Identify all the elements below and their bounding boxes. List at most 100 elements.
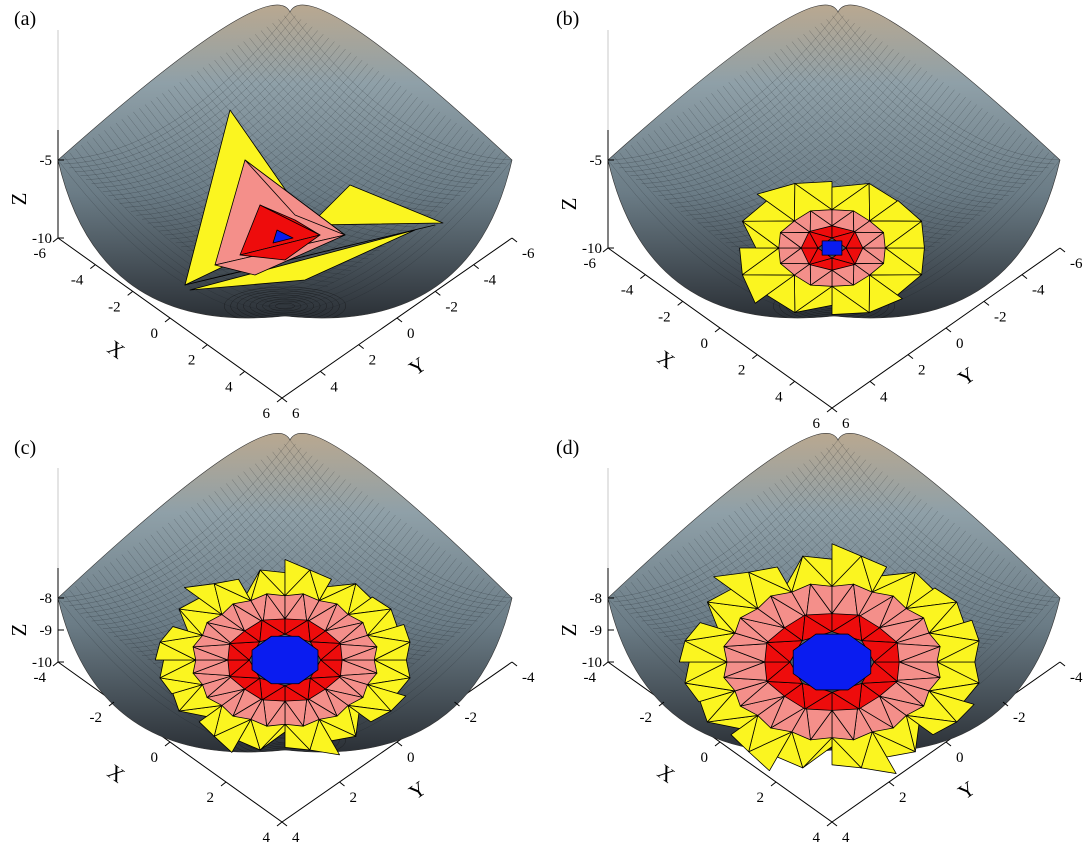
y-tick-label: -2 bbox=[465, 710, 478, 726]
y-axis-label: Y bbox=[953, 362, 979, 390]
z-axis-label: Z bbox=[557, 198, 581, 211]
mesh-triangle bbox=[936, 640, 980, 663]
y-tick-label: -6 bbox=[1070, 256, 1083, 272]
mesh-triangle bbox=[748, 566, 793, 593]
mesh-triangle bbox=[862, 232, 886, 249]
x-tick-label: 2 bbox=[188, 353, 196, 369]
x-tick-label: -4 bbox=[584, 670, 597, 686]
z-tick-label: -9 bbox=[40, 623, 53, 639]
x-tick-label: 2 bbox=[738, 363, 746, 379]
z-tick-label: -9 bbox=[590, 623, 603, 639]
x-axis-label: X bbox=[103, 335, 129, 363]
z-tick-label: -8 bbox=[40, 591, 53, 607]
mesh-triangle bbox=[831, 737, 862, 769]
x-tick-label: 4 bbox=[813, 830, 821, 846]
mesh-triangle bbox=[373, 641, 411, 661]
z-tick-label: -5 bbox=[40, 153, 53, 169]
x-tick-label: 0 bbox=[151, 750, 159, 766]
panel-label: (a) bbox=[14, 8, 37, 30]
x-tick-label: -2 bbox=[90, 710, 103, 726]
mesh-triangle bbox=[873, 642, 900, 663]
mesh-triangle bbox=[792, 633, 872, 691]
triangulation-mesh bbox=[679, 543, 980, 774]
triangulation-mesh bbox=[739, 181, 925, 315]
x-tick-label: 2 bbox=[757, 790, 765, 806]
y-tick-label: -2 bbox=[994, 309, 1007, 325]
z-tick-label: -10 bbox=[32, 231, 52, 247]
mesh-triangle bbox=[284, 723, 311, 751]
y-tick-label: 0 bbox=[407, 750, 415, 766]
x-tick-label: 6 bbox=[813, 416, 821, 432]
mesh-triangle bbox=[341, 646, 378, 661]
y-tick-label: 6 bbox=[292, 406, 300, 422]
mesh-triangle bbox=[309, 184, 444, 226]
x-tick-label: 4 bbox=[263, 830, 271, 846]
y-axis-label: Y bbox=[404, 352, 430, 380]
triangulation-mesh bbox=[184, 109, 444, 291]
z-tick-label: -5 bbox=[590, 153, 603, 169]
y-tick-label: 0 bbox=[956, 336, 964, 352]
mesh-triangle bbox=[251, 635, 319, 685]
y-tick-label: -4 bbox=[522, 670, 535, 686]
y-tick-label: 4 bbox=[880, 389, 888, 405]
panel-label: (d) bbox=[556, 437, 580, 459]
y-tick-label: 2 bbox=[899, 790, 907, 806]
mesh-triangle bbox=[905, 715, 958, 736]
mesh-triangle bbox=[213, 578, 252, 602]
z-axis-label: Z bbox=[7, 624, 31, 637]
x-tick-label: -2 bbox=[640, 710, 653, 726]
panel-a: (a) bbox=[0, 0, 541, 423]
plot-d: -8 -9 -10 Z -4 -2 0 2 4 X -4 -2 0 2 4 Y bbox=[557, 432, 1083, 846]
z-axis-label: Z bbox=[7, 193, 31, 206]
mesh-triangle bbox=[272, 229, 294, 244]
y-tick-label: -2 bbox=[1013, 710, 1026, 726]
panel-label: (b) bbox=[556, 8, 580, 30]
x-tick-label: -6 bbox=[34, 246, 47, 262]
z-tick-label: -10 bbox=[582, 241, 602, 257]
y-tick-label: 0 bbox=[407, 326, 415, 342]
panel-label: (c) bbox=[14, 437, 37, 459]
panel-d: (d) bbox=[542, 423, 1083, 846]
y-tick-label: -4 bbox=[1070, 670, 1083, 686]
x-axis-label: X bbox=[103, 759, 129, 787]
mesh-triangle bbox=[884, 220, 925, 249]
y-tick-label: 2 bbox=[918, 363, 926, 379]
mesh-triangle bbox=[821, 240, 843, 256]
x-tick-label: -2 bbox=[108, 299, 121, 315]
y-tick-label: -2 bbox=[445, 299, 458, 315]
y-tick-label: 6 bbox=[842, 416, 850, 432]
y-tick-label: 4 bbox=[292, 830, 300, 846]
y-tick-label: -4 bbox=[1032, 283, 1045, 299]
y-tick-label: 0 bbox=[956, 750, 964, 766]
x-tick-label: -2 bbox=[658, 309, 671, 325]
mesh-triangle bbox=[259, 204, 321, 236]
x-tick-label: 0 bbox=[701, 336, 709, 352]
z-axis-label: Z bbox=[557, 624, 581, 637]
plot-b: -5 -10 Z -6 -4 -2 0 2 4 6 X -6 -4 -2 0 2 4 6 Y bbox=[557, 4, 1083, 432]
y-tick-label: 2 bbox=[369, 353, 377, 369]
x-tick-label: -4 bbox=[34, 670, 47, 686]
x-tick-label: 0 bbox=[701, 750, 709, 766]
z-tick-label: -8 bbox=[590, 591, 603, 607]
y-tick-label: -4 bbox=[484, 273, 497, 289]
mesh-triangle bbox=[239, 234, 321, 261]
x-tick-label: 6 bbox=[263, 406, 271, 422]
panel-b: (b) bbox=[542, 0, 1083, 423]
x-tick-label: 4 bbox=[775, 389, 783, 405]
x-tick-label: 0 bbox=[151, 326, 159, 342]
mesh-triangle bbox=[189, 229, 416, 291]
plot-c: -8 -9 -10 Z -4 -2 0 2 4 X -4 -2 0 2 4 Y bbox=[7, 432, 535, 846]
y-tick-label: 4 bbox=[330, 379, 338, 395]
mesh-triangle bbox=[244, 159, 346, 236]
triangulation-mesh bbox=[154, 559, 411, 756]
mesh-triangle bbox=[347, 705, 392, 723]
x-axis-label: X bbox=[653, 759, 679, 787]
plot-a: -5 -10 Z -6 -4 -2 0 2 4 6 X -6 -4 -2 0 2 4 6 Y bbox=[7, 4, 535, 422]
z-tick-label: -10 bbox=[32, 655, 52, 671]
z-tick-label: -10 bbox=[582, 655, 602, 671]
mesh-triangle bbox=[898, 646, 941, 663]
y-axis-label: Y bbox=[404, 776, 430, 804]
mesh-triangle bbox=[320, 643, 343, 661]
x-axis-label: X bbox=[653, 345, 679, 373]
